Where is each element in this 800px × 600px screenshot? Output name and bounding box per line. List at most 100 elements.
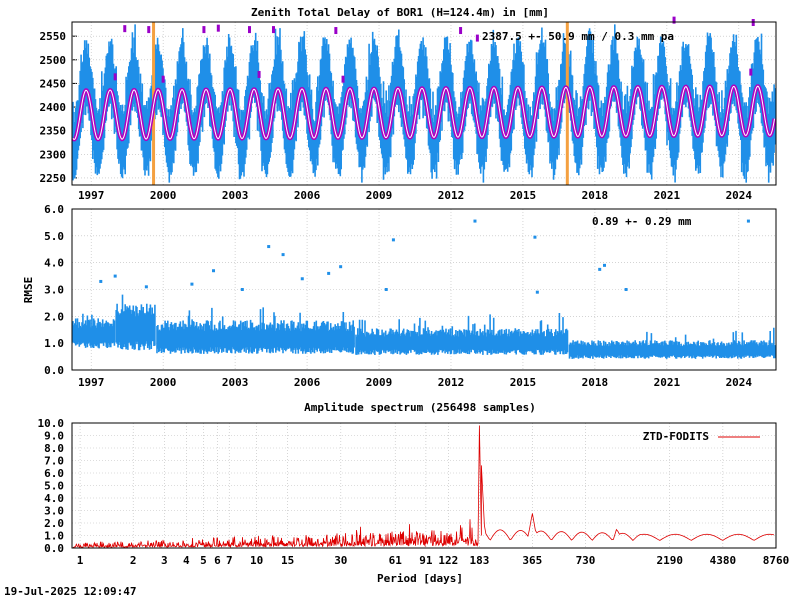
ztd-model-core — [72, 85, 775, 140]
rmse-outlier-point — [144, 285, 148, 289]
rmse-x-tick-label: 2006 — [294, 376, 321, 389]
rmse-y-tick-label: 6.0 — [44, 203, 64, 216]
spectrum-x-tick-label: 183 — [470, 554, 490, 567]
ztd-outlier-point — [113, 73, 117, 81]
ztd-y-tick-label: 2400 — [40, 101, 67, 114]
ztd-outlier-point — [247, 26, 251, 34]
ztd-panel-title: Zenith Total Delay of BOR1 (H=124.4m) in… — [251, 6, 549, 19]
rmse-outlier-point — [240, 288, 244, 291]
ztd-x-tick-label: 1997 — [78, 189, 105, 202]
ztd-outlier-point — [271, 26, 275, 34]
rmse-tick-labels: 0.0 1.0 2.0 3.0 4.0 5.0 6.0 1997 2000 2003 2006 200… — [44, 203, 752, 389]
rmse-outlier-point — [212, 269, 216, 273]
spectrum-y-tick-label: 8.0 — [44, 442, 64, 455]
spectrum-title: Amplitude spectrum (256498 samples) — [304, 401, 536, 414]
rmse-y-tick-label: 4.0 — [44, 257, 64, 270]
ztd-x-tick-label: 2015 — [510, 189, 537, 202]
rmse-outlier-point — [746, 219, 750, 223]
rmse-outlier-point — [384, 288, 388, 291]
spectrum-y-tick-label: 5.0 — [44, 480, 64, 493]
rmse-outlier-point — [113, 274, 117, 278]
spectrum-x-tick-label: 30 — [334, 554, 347, 567]
spectrum-tick-labels: 0.01.02.03.04.05.06.07.08.09.010.01 2 3 4 5 6… — [38, 417, 790, 567]
ztd-model-curve — [71, 84, 777, 142]
spectrum-y-tick-label: 0.0 — [44, 542, 64, 555]
spectrum-line — [72, 425, 774, 549]
spectrum-x-tick-label: 6 — [214, 554, 221, 567]
spectrum-legend-label: ZTD-FODITS — [643, 430, 709, 443]
ztd-outlier-point — [202, 26, 206, 34]
ztd-tick-labels: 2250 2300 2350 2400 2450 2500 2550 1997 2000 2003… — [40, 30, 753, 202]
spectrum-y-tick-label: 1.0 — [44, 530, 64, 543]
rmse-data-points — [72, 219, 776, 359]
spectrum-y-tick-label: 7.0 — [44, 455, 64, 468]
spectrum-x-tick-label: 91 — [419, 554, 433, 567]
ztd-x-tick-label: 2018 — [582, 189, 609, 202]
ztd-y-tick-label: 2500 — [40, 54, 67, 67]
ztd-outlier-point — [475, 34, 479, 42]
ztd-outlier-point — [334, 27, 338, 35]
spectrum-plot-frame — [71, 422, 777, 549]
rmse-outlier-point — [99, 279, 103, 283]
ztd-x-tick-label: 2024 — [726, 189, 753, 202]
rmse-axis-label: RMSE — [22, 277, 35, 304]
rmse-y-tick-label: 3.0 — [44, 284, 64, 297]
rmse-outlier-point — [300, 277, 304, 281]
ztd-outlier-point — [749, 68, 753, 76]
spectrum-x-tick-label: 4380 — [710, 554, 737, 567]
rmse-x-tick-label: 2015 — [510, 376, 537, 389]
rmse-outlier-point — [602, 263, 606, 267]
rmse-outlier-point — [190, 282, 194, 286]
ztd-x-tick-label: 2006 — [294, 189, 321, 202]
spectrum-y-tick-label: 10.0 — [38, 417, 65, 430]
rmse-scatter-cloud — [72, 294, 776, 359]
ztd-outlier-point — [459, 27, 463, 35]
rmse-outlier-point — [533, 235, 537, 239]
rmse-x-tick-label: 2003 — [222, 376, 249, 389]
rmse-x-tick-label: 2009 — [366, 376, 393, 389]
ztd-x-tick-label: 2012 — [438, 189, 465, 202]
ztd-x-tick-label: 2021 — [654, 189, 681, 202]
ztd-x-tick-label: 2009 — [366, 189, 393, 202]
ztd-x-tick-label: 2003 — [222, 189, 249, 202]
ztd-outlier-point — [216, 24, 220, 32]
rmse-y-tick-label: 1.0 — [44, 337, 64, 350]
ztd-outlier-point — [672, 16, 676, 24]
ztd-y-tick-label: 2450 — [40, 77, 67, 90]
spectrum-x-tick-label: 2 — [130, 554, 137, 567]
rmse-outlier-point — [473, 219, 477, 223]
spectrum-x-tick-label: 7 — [226, 554, 233, 567]
ztd-outlier-point — [147, 26, 151, 34]
spectrum-x-tick-label: 365 — [522, 554, 542, 567]
rmse-outlier-point — [391, 238, 395, 242]
rmse-y-tick-label: 2.0 — [44, 310, 64, 323]
ztd-y-tick-label: 2300 — [40, 148, 67, 161]
spectrum-x-tick-label: 8760 — [763, 554, 790, 567]
ztd-outlier-point — [123, 25, 127, 33]
rmse-annotation: 0.89 +- 0.29 mm — [592, 215, 692, 228]
ztd-outlier-point — [257, 70, 261, 78]
spectrum-x-tick-label: 3 — [161, 554, 168, 567]
ztd-y-tick-label: 2250 — [40, 172, 67, 185]
rmse-x-tick-label: 2018 — [582, 376, 609, 389]
ztd-plot-frame — [71, 21, 777, 186]
footer-timestamp: 19-Jul-2025 12:09:47 — [4, 585, 136, 598]
spectrum-y-tick-label: 2.0 — [44, 517, 64, 530]
rmse-x-tick-label: 1997 — [78, 376, 105, 389]
rmse-outlier-point — [624, 288, 628, 291]
spectrum-y-tick-label: 6.0 — [44, 467, 64, 480]
spectrum-x-tick-label: 122 — [438, 554, 458, 567]
spectrum-y-tick-label: 9.0 — [44, 430, 64, 443]
ztd-x-tick-label: 2000 — [150, 189, 177, 202]
spectrum-x-tick-label: 730 — [576, 554, 596, 567]
spectrum-y-tick-label: 3.0 — [44, 505, 64, 518]
rmse-outlier-point — [267, 245, 271, 249]
spectrum-axis-label: Period [days] — [377, 572, 463, 585]
rmse-y-tick-label: 0.0 — [44, 364, 64, 377]
ztd-annotation: 2387.5 +- 50.9 mm / 0.3 mm pa — [482, 30, 674, 43]
spectrum-x-tick-label: 2190 — [656, 554, 683, 567]
rmse-outlier-point — [598, 267, 602, 271]
rmse-outlier-point — [327, 271, 331, 275]
spectrum-x-tick-label: 5 — [200, 554, 207, 567]
